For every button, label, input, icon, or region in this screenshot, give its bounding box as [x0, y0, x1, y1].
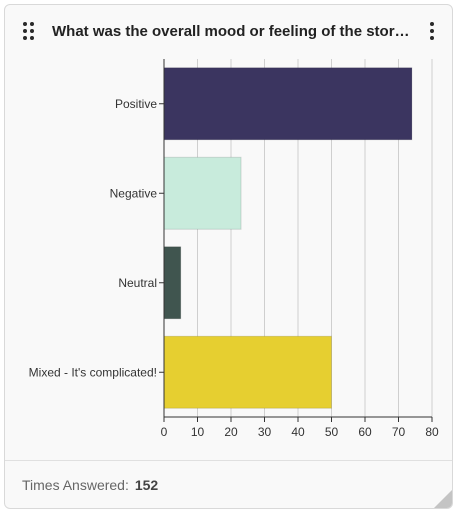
x-tick-label: 40	[291, 425, 305, 439]
footer-divider	[5, 460, 452, 461]
card-header: What was the overall mood or feeling of …	[5, 5, 452, 57]
times-answered-count: 152	[134, 477, 159, 493]
times-answered-label: Times Answered:	[22, 477, 129, 493]
x-tick-label: 10	[191, 425, 205, 439]
x-tick-label: 60	[358, 425, 372, 439]
category-label: Positive	[115, 97, 157, 111]
x-tick-label: 30	[258, 425, 272, 439]
category-label: Neutral	[118, 276, 157, 290]
category-label: Mixed - It's complicated!	[29, 365, 157, 379]
bars	[163, 67, 413, 409]
bar-positive	[163, 67, 413, 141]
x-tick-label: 0	[161, 425, 168, 439]
category-labels: Positive Negative Neutral Mixed - It's comp…	[29, 97, 158, 380]
resize-handle-icon[interactable]	[434, 490, 452, 508]
x-tick-label: 50	[325, 425, 339, 439]
times-answered: Times Answered: 152	[22, 477, 158, 493]
more-vertical-icon[interactable]	[427, 22, 437, 40]
question-card: What was the overall mood or feeling of …	[4, 4, 453, 509]
drag-handle-icon[interactable]	[22, 22, 36, 40]
x-tick-label: 70	[392, 425, 406, 439]
axes	[159, 59, 433, 422]
bar-negative	[163, 156, 242, 230]
x-tick-label: 20	[224, 425, 238, 439]
bar-mixed	[163, 335, 332, 409]
category-label: Negative	[110, 186, 158, 200]
bar-neutral	[163, 246, 182, 320]
x-tick-label: 80	[425, 425, 439, 439]
tick-labels: 0 10 20 30 40 50 60 70 80	[161, 425, 439, 439]
bar-chart: Positive Negative Neutral Mixed - It's comp…	[29, 59, 439, 439]
